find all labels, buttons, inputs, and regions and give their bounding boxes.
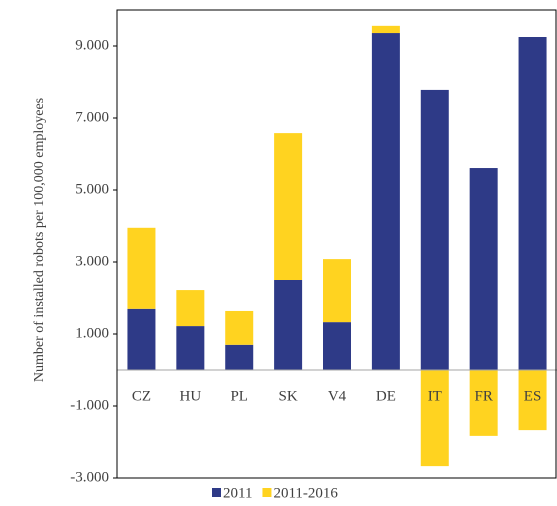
legend-label: 2011-2016	[273, 485, 338, 501]
bar-segment	[127, 227, 156, 309]
y-tick-label: 9.000	[75, 37, 109, 53]
bar-segment	[225, 310, 254, 345]
x-tick-label: ES	[524, 388, 542, 404]
bar-segment	[323, 322, 351, 370]
bar-segment	[176, 290, 205, 327]
legend-swatch	[262, 488, 272, 497]
bar-segment	[469, 370, 498, 436]
bar-segment	[371, 25, 400, 34]
plot-border	[116, 9, 557, 479]
legend-swatch	[212, 488, 221, 497]
x-tick-label: SK	[279, 388, 298, 404]
y-tick-label: 5.000	[75, 181, 109, 197]
legend-label: 2011	[223, 485, 252, 501]
bar-segment	[518, 370, 547, 431]
x-tick-label: V4	[328, 388, 347, 404]
y-tick-label: 1.000	[75, 325, 109, 341]
x-tick-label: FR	[474, 388, 492, 404]
y-tick-label: -1.000	[70, 397, 109, 413]
bar-segment	[323, 259, 351, 323]
x-tick-label: IT	[428, 388, 442, 404]
y-tick-label: 3.000	[75, 253, 109, 269]
bar-segment	[469, 168, 498, 370]
bar-segment	[420, 89, 449, 371]
y-axis-label: Number of installed robots per 100,000 e…	[32, 98, 47, 382]
bar-segment	[127, 308, 156, 370]
y-tick-label: 7.000	[75, 109, 109, 125]
bar-segment	[274, 280, 303, 370]
bar-segment	[420, 370, 449, 467]
x-tick-label: DE	[376, 388, 396, 404]
x-tick-label: HU	[179, 388, 201, 404]
bar-segment	[274, 133, 303, 280]
x-tick-label: PL	[230, 388, 248, 404]
bar-segment	[176, 326, 205, 370]
bar-segment	[518, 37, 547, 370]
y-tick-label: -3.000	[70, 469, 109, 485]
x-tick-label: CZ	[132, 388, 151, 404]
bar-segment	[225, 344, 254, 370]
bar-segment	[371, 33, 400, 370]
